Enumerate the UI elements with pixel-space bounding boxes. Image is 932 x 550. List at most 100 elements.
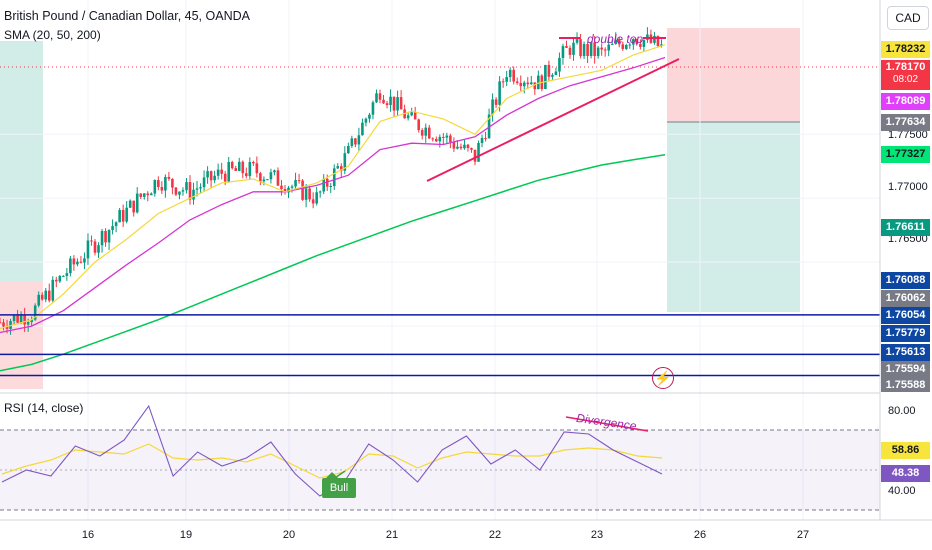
candle-body-19 — [65, 273, 69, 276]
candle-body-98 — [343, 153, 347, 171]
lightning-icon[interactable]: ⚡ — [652, 367, 674, 389]
candle-body-50 — [174, 187, 178, 195]
currency-button[interactable]: CAD — [887, 6, 929, 30]
candle-body-117 — [410, 112, 413, 116]
countdown: 08:02 — [892, 74, 919, 85]
candle-body-173 — [607, 44, 611, 51]
candle-body-14 — [47, 290, 51, 301]
candle-body-37 — [128, 200, 132, 208]
x-label-23: 23 — [590, 529, 604, 541]
candle-body-182 — [639, 43, 642, 47]
candle-body-120 — [420, 130, 424, 136]
tag-level-3: 1.75779 — [881, 325, 930, 342]
candle-body-153 — [537, 75, 540, 90]
candle-body-11 — [37, 294, 41, 306]
tag-target: 1.76611 — [881, 219, 930, 236]
position-stop-zone[interactable] — [667, 28, 800, 122]
candle-body-181 — [635, 39, 639, 44]
tag-rsi-value: 48.38 — [881, 465, 930, 482]
candle-body-74 — [259, 173, 262, 182]
candle-body-69 — [241, 161, 245, 174]
candle-body-159 — [558, 57, 561, 72]
candle-body-66 — [230, 162, 234, 169]
candle-body-4 — [12, 315, 16, 322]
tag-grey-1: 1.76062 — [881, 290, 930, 307]
candle-body-27 — [93, 241, 97, 253]
tag-grey-2: 1.75594 — [881, 361, 930, 378]
candle-body-2 — [5, 326, 9, 329]
candle-body-55 — [192, 189, 195, 200]
candle-body-138 — [484, 138, 487, 140]
candle-body-82 — [287, 187, 290, 193]
candle-body-161 — [565, 46, 568, 48]
candle-body-127 — [445, 135, 449, 138]
candle-body-87 — [304, 188, 308, 200]
sma-indicator-label[interactable]: SMA (20, 50, 200) — [4, 28, 101, 42]
candle-body-105 — [368, 114, 371, 119]
candle-body-32 — [111, 226, 114, 230]
candle-body-15 — [51, 279, 55, 301]
trendline[interactable] — [426, 58, 680, 182]
candle-body-108 — [378, 93, 382, 100]
sma-200-line — [0, 153, 666, 372]
candle-body-49 — [171, 178, 174, 188]
candle-body-169 — [593, 42, 596, 57]
candle-body-188 — [660, 44, 663, 47]
candle-body-97 — [339, 166, 343, 171]
candle-body-133 — [466, 144, 470, 149]
candle-body-126 — [442, 136, 445, 138]
candle-body-83 — [290, 186, 294, 188]
candle-body-186 — [653, 35, 656, 43]
candle-body-68 — [237, 161, 241, 171]
candle-body-44 — [153, 180, 157, 194]
position-target-zone[interactable] — [667, 122, 800, 312]
candle-body-106 — [371, 102, 375, 115]
candle-body-137 — [480, 138, 484, 144]
candle-body-47 — [164, 176, 167, 191]
candle-body-28 — [97, 245, 100, 253]
candle-body-95 — [332, 168, 336, 187]
candle-body-7 — [23, 315, 26, 325]
candle-body-71 — [248, 162, 252, 177]
candle-body-157 — [551, 74, 554, 77]
candle-body-23 — [79, 261, 83, 263]
candle-body-121 — [424, 127, 428, 136]
candle-body-100 — [350, 138, 354, 146]
candle-body-57 — [199, 187, 202, 189]
candle-body-99 — [347, 145, 350, 154]
candle-body-103 — [361, 122, 364, 136]
candle-body-91 — [318, 191, 322, 193]
candle-body-107 — [375, 93, 378, 103]
candle-body-131 — [459, 146, 463, 149]
candle-body-102 — [357, 135, 361, 145]
tag-level-4: 1.75613 — [881, 344, 930, 361]
candle-body-34 — [118, 209, 121, 223]
candle-body-175 — [614, 39, 618, 44]
rsi-tick-80: 80.00 — [888, 405, 916, 417]
candle-body-96 — [336, 166, 340, 169]
candle-body-165 — [579, 39, 582, 57]
candle-body-89 — [311, 199, 315, 204]
candle-body-25 — [86, 240, 90, 259]
rsi-label[interactable]: RSI (14, close) — [4, 401, 84, 415]
candle-body-145 — [508, 69, 512, 78]
candle-body-160 — [561, 46, 565, 58]
candle-body-73 — [255, 163, 259, 174]
candle-body-171 — [600, 47, 603, 50]
candle-body-110 — [385, 103, 389, 106]
candle-body-39 — [135, 193, 139, 213]
candle-body-143 — [501, 81, 505, 83]
candle-body-149 — [522, 82, 526, 87]
candle-body-26 — [90, 240, 93, 242]
candle-body-0 — [0, 322, 2, 324]
candle-body-109 — [382, 99, 385, 104]
candle-body-187 — [656, 35, 660, 47]
x-label-26: 26 — [693, 529, 707, 541]
tag-sma50: 1.78089 — [881, 93, 930, 110]
candle-body-10 — [33, 305, 37, 320]
candle-body-151 — [529, 82, 533, 85]
candle-body-5 — [16, 315, 19, 323]
candle-body-168 — [589, 42, 593, 56]
candle-body-6 — [19, 315, 23, 323]
